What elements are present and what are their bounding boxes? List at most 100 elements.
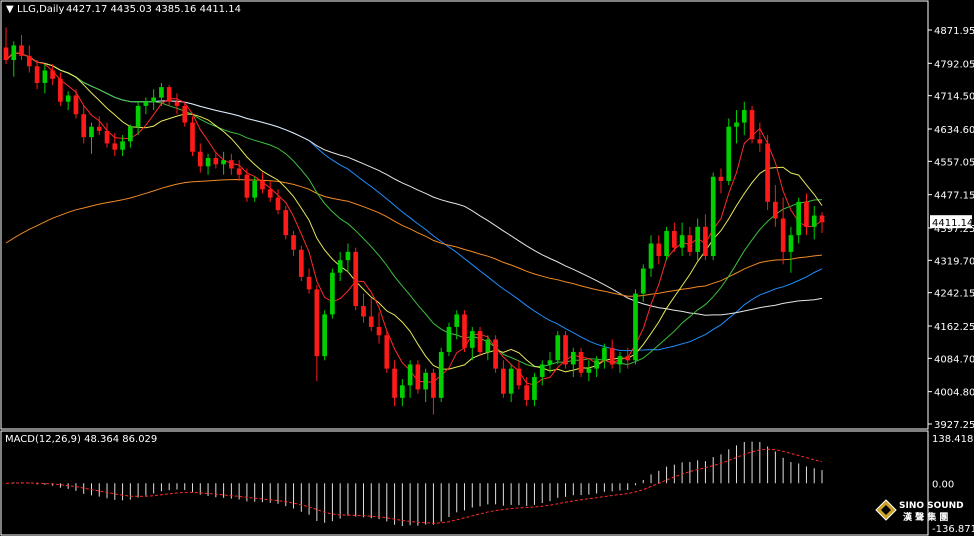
candle[interactable] (555, 331, 561, 365)
candle[interactable] (773, 185, 778, 227)
candle[interactable] (454, 310, 460, 340)
candle[interactable] (120, 135, 125, 156)
candle[interactable] (804, 193, 809, 236)
candle[interactable] (400, 379, 405, 407)
candle[interactable] (547, 351, 553, 373)
candle[interactable] (539, 360, 545, 386)
candle[interactable] (780, 197, 786, 265)
candle[interactable] (65, 91, 71, 111)
candle[interactable] (811, 205, 817, 240)
candle[interactable] (423, 368, 428, 402)
candle[interactable] (306, 268, 312, 294)
candle[interactable] (213, 151, 219, 169)
candle[interactable] (446, 322, 452, 357)
candle[interactable] (26, 45, 32, 73)
candle[interactable] (469, 326, 475, 361)
candle[interactable] (718, 168, 724, 194)
candle[interactable] (407, 360, 413, 398)
candle[interactable] (633, 289, 638, 365)
candle[interactable] (151, 89, 156, 111)
candle[interactable] (734, 110, 739, 144)
candle[interactable] (322, 310, 327, 361)
symbol-dropdown-icon[interactable]: ▼ (6, 4, 14, 15)
candle[interactable] (687, 226, 693, 257)
candle[interactable] (703, 214, 708, 261)
candle[interactable] (275, 189, 281, 215)
candle[interactable] (11, 41, 17, 77)
candle[interactable] (617, 351, 623, 373)
candle[interactable] (166, 85, 172, 106)
candle[interactable] (267, 180, 273, 202)
candle[interactable] (819, 212, 825, 234)
candle[interactable] (664, 226, 669, 261)
candle[interactable] (749, 105, 755, 144)
candle[interactable] (50, 64, 55, 86)
candle[interactable] (392, 360, 397, 407)
candle[interactable] (260, 172, 265, 194)
candle[interactable] (640, 264, 646, 302)
candle[interactable] (128, 124, 133, 148)
candle[interactable] (73, 89, 79, 119)
candle[interactable] (81, 105, 87, 144)
candle[interactable] (368, 297, 374, 332)
candle[interactable] (695, 218, 700, 261)
candle[interactable] (34, 60, 40, 90)
candle[interactable] (104, 122, 110, 148)
candle[interactable] (415, 360, 421, 394)
candle[interactable] (726, 118, 732, 186)
candle[interactable] (3, 27, 9, 65)
candle[interactable] (570, 347, 576, 377)
candle[interactable] (516, 360, 522, 390)
candle[interactable] (586, 360, 592, 382)
candle[interactable] (788, 226, 794, 273)
candle[interactable] (438, 347, 444, 402)
candle[interactable] (679, 222, 685, 257)
candle[interactable] (376, 312, 382, 344)
candle[interactable] (648, 235, 654, 277)
candle[interactable] (741, 101, 747, 136)
candle[interactable] (205, 153, 211, 175)
candle[interactable] (625, 347, 631, 369)
candle[interactable] (462, 310, 467, 352)
candle[interactable] (96, 116, 102, 136)
candle[interactable] (501, 360, 506, 398)
candle[interactable] (524, 376, 530, 407)
candle[interactable] (112, 132, 118, 156)
candle[interactable] (485, 335, 491, 361)
candle[interactable] (314, 285, 320, 382)
candle[interactable] (174, 93, 180, 115)
candle[interactable] (159, 82, 164, 106)
candle[interactable] (672, 222, 677, 252)
candle[interactable] (493, 335, 498, 373)
candle[interactable] (42, 64, 48, 94)
candle[interactable] (602, 343, 607, 369)
candle[interactable] (532, 372, 537, 407)
candle[interactable] (236, 160, 242, 181)
candle[interactable] (384, 331, 390, 373)
candle[interactable] (244, 168, 250, 202)
candle[interactable] (508, 364, 514, 402)
candle[interactable] (563, 331, 568, 369)
candle[interactable] (229, 153, 234, 175)
candle[interactable] (609, 339, 615, 369)
candle[interactable] (361, 293, 366, 323)
candle[interactable] (757, 122, 763, 152)
candle[interactable] (765, 135, 770, 211)
candle[interactable] (345, 243, 351, 273)
candle[interactable] (190, 116, 195, 156)
candle[interactable] (252, 176, 258, 202)
candle[interactable] (135, 101, 141, 136)
candle[interactable] (656, 235, 662, 265)
candle[interactable] (221, 151, 226, 175)
candle[interactable] (796, 197, 802, 244)
candle[interactable] (143, 97, 149, 115)
candle[interactable] (197, 143, 203, 173)
candle[interactable] (594, 356, 599, 377)
candle[interactable] (58, 72, 63, 106)
candle[interactable] (353, 247, 359, 311)
candle[interactable] (710, 172, 716, 261)
candle[interactable] (477, 326, 483, 357)
candle[interactable] (19, 34, 24, 61)
candle[interactable] (283, 205, 289, 240)
